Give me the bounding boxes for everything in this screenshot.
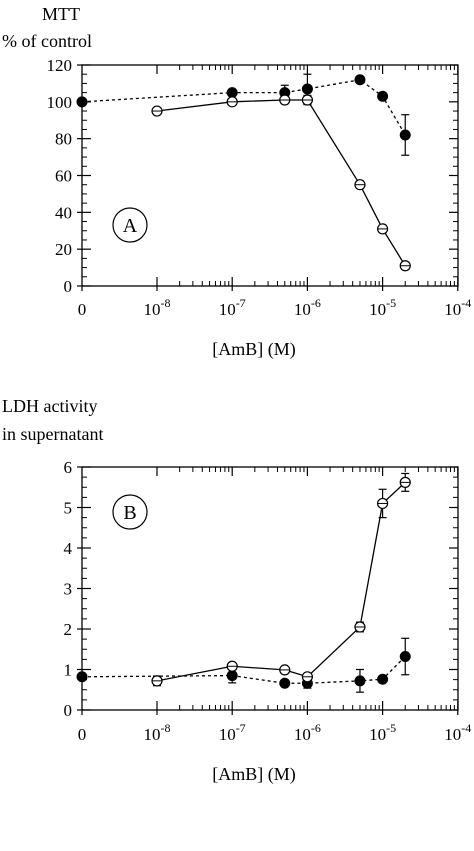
x-tick-label: 10-4	[444, 721, 471, 744]
x-tick-label: 10-7	[219, 721, 246, 744]
x-tick-label: 10-7	[219, 296, 246, 319]
y-axis-label-line: MTT	[42, 4, 80, 24]
y-tick-label: 80	[55, 130, 72, 149]
y-axis-label-line: LDH activity	[2, 396, 97, 416]
series-open-circle	[151, 94, 411, 272]
x-tick-label: 10-8	[144, 296, 171, 319]
data-point	[377, 673, 389, 685]
x-tick-label: 10-6	[294, 296, 321, 319]
x-tick-label: 10-5	[369, 296, 396, 319]
y-tick-label: 120	[47, 56, 73, 75]
x-axis-label: [AmB] (M)	[212, 764, 296, 785]
x-tick-label: 10-4	[444, 296, 471, 319]
panel-label-circle	[112, 494, 148, 530]
panel-label: B	[123, 502, 136, 524]
data-point	[279, 677, 291, 689]
y-tick-label: 100	[47, 93, 73, 112]
chart-panel-a: 0 20 40 60 80 100 120 0 10-8 10-7 10-6 10-5 10-4 [AmB…	[2, 4, 471, 360]
series-open-circle	[151, 472, 411, 687]
data-point	[76, 671, 88, 683]
panel-label: A	[123, 215, 138, 237]
series-filled-circle	[76, 637, 411, 693]
y-tick-label: 4	[64, 539, 73, 558]
x-tick-label: 10-5	[369, 721, 396, 744]
series-filled-circle	[76, 73, 411, 156]
x-tick-label: 10-6	[294, 721, 321, 744]
y-axis-label-line: % of control	[2, 31, 92, 51]
y-tick-label: 60	[55, 167, 72, 186]
data-point	[354, 675, 366, 687]
data-point	[354, 74, 366, 86]
y-tick-label: 40	[55, 203, 72, 222]
panel-label-circle	[112, 207, 148, 243]
chart-panel-b: 0 1 2 3 4 5 6 0 10-8 10-7 10-6 10-5 10-4 [AmB] (M) LDH…	[2, 396, 471, 785]
y-tick-label: 3	[64, 580, 73, 599]
x-tick-label: 0	[78, 725, 87, 744]
y-tick-label: 6	[64, 458, 73, 477]
x-axis-label: [AmB] (M)	[212, 339, 296, 360]
data-point	[226, 670, 238, 682]
y-tick-label: 5	[64, 499, 73, 518]
y-tick-label: 0	[64, 277, 73, 296]
data-point	[301, 83, 313, 95]
data-point	[399, 651, 411, 663]
data-point	[377, 90, 389, 102]
data-point	[226, 87, 238, 99]
data-point	[399, 129, 411, 141]
series-line	[156, 481, 406, 682]
x-tick-label: 10-8	[144, 721, 171, 744]
y-tick-label: 20	[55, 240, 72, 259]
x-tick-label: 0	[78, 300, 87, 319]
y-tick-label: 2	[64, 620, 73, 639]
series-line	[81, 79, 406, 136]
data-point	[76, 96, 88, 108]
y-axis-label-line: in supernatant	[2, 424, 103, 444]
series-line	[156, 99, 406, 267]
y-tick-label: 0	[64, 701, 73, 720]
y-tick-label: 1	[64, 661, 73, 680]
